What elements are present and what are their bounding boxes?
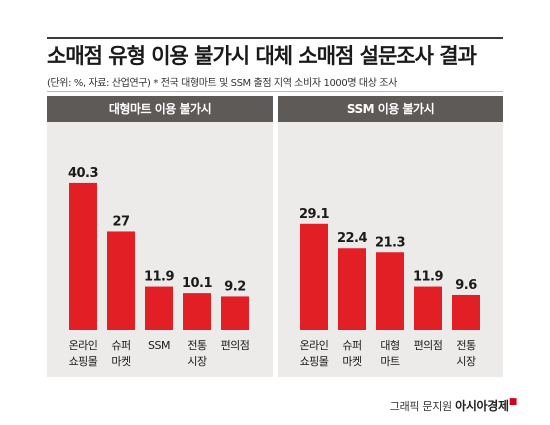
category-label: 쇼핑몰: [69, 355, 98, 368]
bar-value-label: 11.9: [413, 270, 444, 285]
bar: [145, 286, 173, 330]
category-label: SSM: [148, 339, 170, 352]
bar: [69, 182, 97, 330]
bar-value-label: 10.1: [182, 276, 213, 291]
category-label: 시장: [456, 355, 476, 368]
bar: [107, 231, 135, 330]
category-label: 편의점: [221, 339, 250, 352]
panel-title: 대형마트 이용 불가시: [47, 96, 273, 122]
credit: 그래픽 문지원 아시아경제■: [389, 397, 518, 414]
bar: [376, 252, 404, 330]
category-label: 마켓: [342, 355, 362, 368]
bar: [414, 286, 442, 330]
subtitle-rule: [47, 91, 503, 92]
bar: [452, 294, 480, 330]
category-label: 온라인: [300, 339, 329, 352]
bar-value-label: 9.6: [455, 278, 477, 293]
bar-value-label: 9.2: [224, 279, 246, 294]
chart-subtitle: (단위: %, 자료: 산업연구) * 전국 대형마트 및 SSM 출점 지역 …: [47, 78, 397, 89]
category-label: 슈퍼: [342, 339, 361, 352]
bar: [300, 223, 328, 330]
bar: [338, 248, 366, 330]
page-title: 소매점 유형 이용 불가시 대체 소매점 설문조사 결과: [47, 44, 477, 68]
category-label: 전통: [456, 339, 476, 352]
category-label: 전통: [187, 339, 207, 352]
category-label: 시장: [187, 355, 207, 368]
credit-label: 그래픽 문지원: [389, 400, 452, 413]
bar-value-label: 40.3: [68, 166, 99, 181]
bar: [221, 296, 249, 330]
bar-value-label: 21.3: [375, 235, 406, 250]
category-label: 마트: [380, 355, 400, 368]
category-label: 대형: [380, 339, 399, 352]
category-label: 마켓: [111, 355, 131, 368]
bar-value-label: 29.1: [299, 207, 330, 222]
panel-title: SSM 이용 불가시: [278, 96, 503, 122]
category-label: 온라인: [69, 339, 98, 352]
category-label: 편의점: [414, 339, 443, 352]
bar-value-label: 27: [112, 214, 130, 229]
logo-dot-icon: ■: [508, 397, 518, 407]
category-label: 쇼핑몰: [300, 355, 329, 368]
category-label: 슈퍼: [111, 339, 130, 352]
bar-value-label: 11.9: [144, 270, 175, 285]
bar-value-label: 22.4: [337, 231, 368, 246]
title-top-rule: [47, 37, 503, 39]
publisher-logo: 아시아경제: [455, 399, 509, 413]
bar: [183, 293, 211, 330]
